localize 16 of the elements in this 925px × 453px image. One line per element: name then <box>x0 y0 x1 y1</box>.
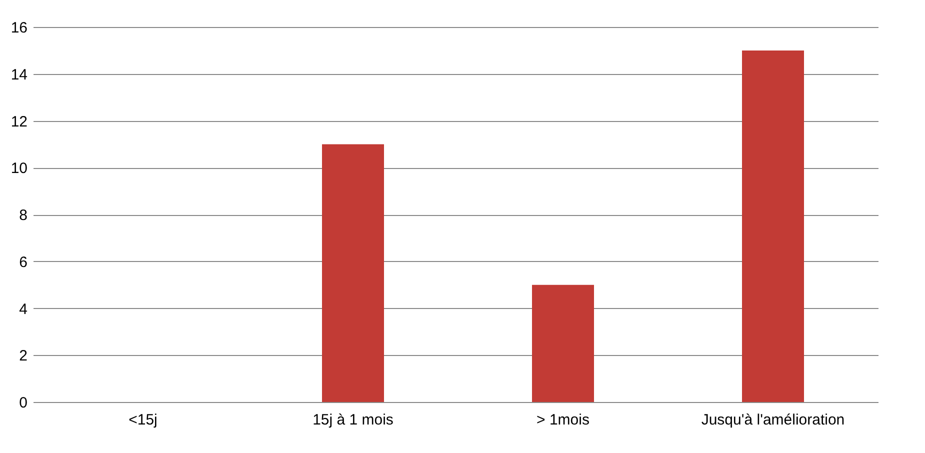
y-tick-label: 2 <box>19 348 28 365</box>
y-tick-label: 4 <box>19 300 28 318</box>
y-tick-label: 12 <box>10 113 28 130</box>
y-tick-label: 16 <box>10 20 28 36</box>
y-tick-label: 0 <box>19 394 28 412</box>
x-tick-label: Jusqu'à l'amélioration <box>701 412 845 428</box>
x-tick-label: > 1mois <box>536 412 590 428</box>
y-tick-label: 10 <box>10 160 28 178</box>
y-tick-label: 14 <box>10 66 28 84</box>
x-tick-label: <15j <box>128 412 158 428</box>
bar <box>532 284 594 402</box>
x-tick-label: 15j à 1 mois <box>312 412 394 428</box>
y-tick-label: 8 <box>19 207 28 224</box>
bar <box>322 144 384 402</box>
bar <box>742 50 804 402</box>
y-tick-label: 6 <box>19 254 28 271</box>
